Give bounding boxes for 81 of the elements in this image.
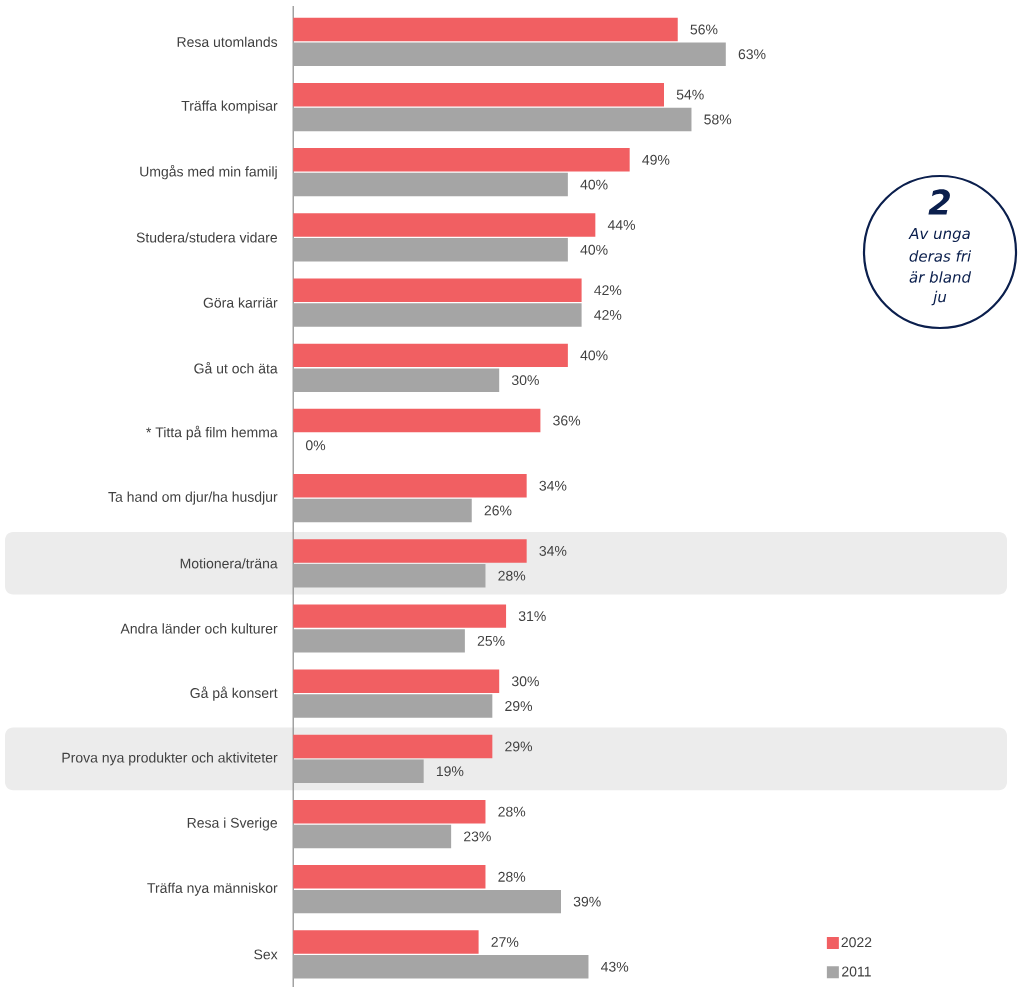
data-label: 28%	[498, 570, 526, 581]
data-label: 43%	[600, 961, 629, 972]
y-tick-label: Resa utomlands	[177, 36, 278, 47]
data-label: 34%	[539, 545, 567, 556]
bar	[293, 629, 465, 653]
data-label: 34%	[539, 480, 567, 491]
data-label: 28%	[498, 871, 526, 882]
data-label: 36%	[553, 415, 581, 426]
data-label: 0%	[305, 440, 326, 451]
data-label: 40%	[580, 179, 608, 190]
bar	[293, 408, 541, 433]
data-label: 31%	[518, 611, 546, 622]
data-label: 26%	[484, 505, 512, 516]
bar	[293, 799, 486, 824]
bar	[293, 17, 678, 42]
legend-label: 2011	[842, 966, 871, 977]
bar	[293, 148, 630, 172]
bar	[293, 563, 486, 588]
bar	[293, 498, 472, 523]
data-label: 44%	[607, 220, 636, 230]
y-tick-label: Träffa kompisar	[181, 100, 278, 114]
data-label: 29%	[505, 741, 533, 752]
data-label: 56%	[690, 24, 718, 35]
data-label: 42%	[594, 285, 622, 296]
y-tick-label: Prova nya produkter och aktiviteter	[62, 752, 278, 766]
text: är bland	[909, 271, 972, 283]
data-label: 40%	[580, 350, 608, 361]
bar	[293, 824, 452, 849]
data-label: 40%	[580, 244, 608, 255]
y-tick-label: Gå ut och äta	[194, 362, 278, 374]
bar	[293, 278, 582, 302]
bar	[293, 759, 424, 783]
bar	[293, 889, 562, 914]
bar	[293, 669, 500, 694]
bar	[293, 539, 527, 563]
data-label: 30%	[511, 676, 539, 687]
legend-label: 2022	[841, 937, 872, 948]
bar	[293, 238, 568, 262]
y-tick-label: Andra länder och kulturer	[120, 623, 278, 634]
data-label: 30%	[511, 375, 539, 386]
bar	[293, 303, 582, 327]
bar	[293, 930, 479, 954]
bar	[293, 604, 507, 628]
data-label: 27%	[491, 937, 519, 947]
data-label: 54%	[676, 89, 704, 100]
data-label: 49%	[642, 154, 670, 165]
bar	[293, 82, 664, 107]
data-label: 29%	[505, 701, 533, 712]
y-tick-label: Träffa nya människor	[147, 882, 278, 896]
y-tick-label: Göra karriär	[203, 297, 278, 308]
data-label: 28%	[498, 806, 526, 817]
data-label: 58%	[704, 114, 732, 125]
data-label: 42%	[594, 310, 622, 320]
bar	[293, 172, 568, 197]
text: Av unga	[908, 227, 970, 243]
bar	[293, 955, 589, 979]
data-label: 19%	[436, 766, 464, 777]
text: deras fri	[909, 250, 972, 262]
data-label: 39%	[573, 896, 601, 907]
data-label: 23%	[464, 831, 491, 842]
y-tick-label: Gå på konsert	[190, 686, 278, 701]
bar	[293, 368, 500, 392]
y-tick-label: Umgås med min familj	[140, 165, 277, 180]
bar	[293, 343, 568, 368]
y-tick-label: Sex	[254, 949, 278, 960]
y-tick-label: Motionera/träna	[180, 558, 278, 569]
y-tick-label: Ta hand om djur/ha husdjur	[108, 491, 278, 505]
text: 2	[928, 189, 950, 215]
bar	[293, 865, 486, 889]
bar	[293, 42, 726, 66]
bar	[293, 213, 596, 237]
bar	[293, 107, 692, 132]
data-label: 63%	[738, 49, 766, 60]
bar	[293, 474, 527, 498]
text: ju	[931, 290, 947, 306]
bar	[293, 734, 493, 759]
y-tick-label: * Titta på film hemma	[146, 425, 278, 441]
bar	[293, 694, 493, 718]
data-label: 25%	[477, 635, 505, 646]
y-tick-label: Resa i Sverige	[187, 817, 278, 831]
y-tick-label: Studera/studera vidare	[136, 232, 278, 243]
